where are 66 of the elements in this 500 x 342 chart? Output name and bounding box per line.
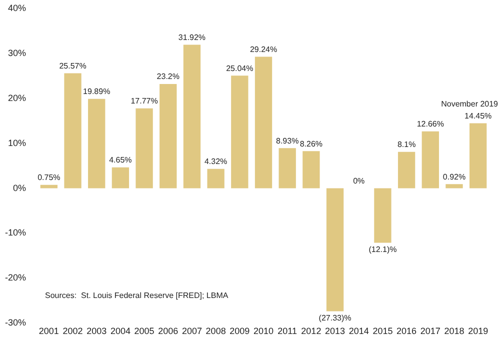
y-tick-label: 40% — [8, 2, 26, 13]
data-label: 25.57% — [59, 61, 86, 70]
bar — [160, 84, 177, 188]
x-tick-label: 2001 — [38, 326, 59, 336]
data-label: 23.2% — [156, 72, 180, 82]
bar — [88, 98, 106, 188]
bar — [469, 123, 487, 188]
bar — [40, 184, 58, 188]
data-label: 12.66% — [416, 120, 444, 129]
data-label: (12.1)% — [368, 244, 397, 254]
x-tick-label: 2019 — [468, 326, 488, 336]
data-label: 19.89% — [83, 87, 110, 96]
data-label: 8.93% — [276, 136, 299, 146]
bar — [183, 44, 201, 188]
x-tick-label: 2006 — [158, 326, 178, 336]
x-tick-label: 2008 — [206, 326, 226, 336]
annotation: Sources: St. Louis Federal Reserve [FRED]; LBMA — [45, 290, 229, 300]
x-tick-label: 2018 — [444, 326, 464, 336]
y-tick-label: -10% — [4, 228, 26, 238]
data-label: 17.77% — [130, 96, 158, 106]
bar — [231, 76, 248, 188]
x-tick-label: 2017 — [420, 326, 440, 336]
bar — [64, 73, 82, 188]
y-tick-label: 0% — [12, 182, 26, 193]
bar — [136, 108, 153, 188]
annotation: November 2019 — [441, 100, 499, 109]
x-tick-label: 2005 — [134, 326, 154, 336]
data-label: 25.04% — [226, 64, 254, 73]
x-tick-label: 2009 — [230, 326, 250, 336]
data-label: 4.65% — [109, 156, 132, 165]
x-tick-label: 2016 — [396, 326, 417, 336]
y-tick-label: -20% — [4, 272, 26, 283]
bar — [374, 188, 392, 243]
bar — [112, 167, 130, 188]
x-tick-label: 2002 — [62, 326, 83, 336]
y-tick-label: 30% — [8, 48, 26, 58]
data-label: (27.33)% — [318, 313, 352, 322]
data-label: 8.1% — [397, 140, 416, 150]
x-tick-label: 2013 — [325, 326, 346, 336]
y-tick-label: 10% — [8, 138, 26, 148]
data-label: 0.75% — [38, 173, 60, 182]
x-tick-label: 2011 — [278, 326, 298, 336]
data-label: 8.26% — [300, 139, 323, 148]
bar — [254, 56, 272, 188]
x-tick-label: 2010 — [253, 326, 274, 336]
y-tick-label: -30% — [4, 318, 26, 328]
bar — [422, 131, 439, 188]
data-label: 14.45% — [464, 112, 492, 121]
x-tick-label: 2015 — [372, 326, 393, 336]
y-tick-label: 20% — [8, 92, 26, 103]
bar — [326, 188, 344, 312]
bar — [278, 148, 296, 188]
x-tick-label: 2003 — [86, 326, 107, 336]
x-tick-label: 2014 — [348, 326, 369, 336]
data-label: 29.24% — [250, 44, 278, 54]
data-label: 4.32% — [204, 157, 228, 166]
bar — [207, 168, 224, 188]
x-tick-label: 2012 — [301, 326, 322, 336]
x-tick-label: 2007 — [182, 326, 202, 336]
bar — [302, 151, 320, 188]
bar — [446, 184, 463, 188]
data-label: 0.92% — [442, 172, 466, 182]
data-label: 31.92% — [178, 32, 206, 42]
data-label: 0% — [353, 176, 365, 186]
bar — [398, 152, 416, 188]
x-tick-label: 2004 — [110, 326, 130, 336]
